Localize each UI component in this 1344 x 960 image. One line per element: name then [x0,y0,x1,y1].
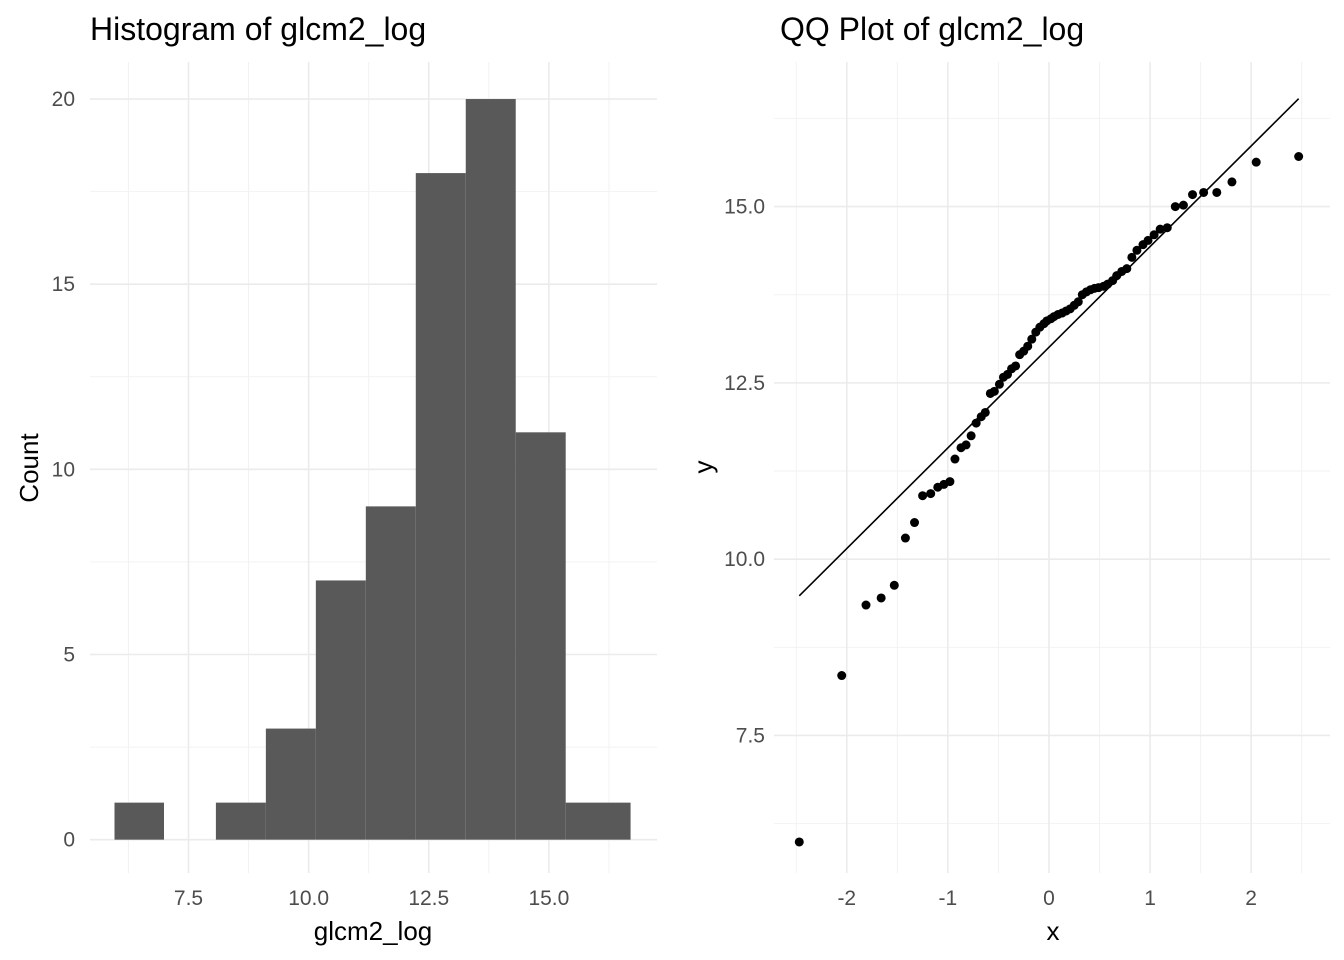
qq-point [1162,223,1172,233]
qq-x-tick-label: 0 [1043,887,1055,910]
histogram-y-axis-title: Count [14,433,44,503]
histogram-x-axis-title: glcm2_log [314,916,433,946]
qq-point [1122,264,1132,274]
qq-y-tick-label: 15.0 [724,196,765,219]
qq-point [794,837,804,847]
histogram-bar [465,99,516,840]
qq-y-tick-label: 12.5 [724,372,765,395]
histogram-y-tick-label: 10 [52,458,75,481]
qq-point [1011,361,1021,371]
qq-point [1227,177,1237,187]
qq-point [1170,202,1180,212]
histogram-x-tick-label: 7.5 [174,887,203,910]
qq-point [966,431,976,441]
qq-x-tick-label: -2 [837,887,856,910]
histogram-y-tick-label: 0 [63,829,75,852]
qq-point [910,518,920,528]
qq-point [1178,200,1188,210]
histogram-y-tick-label: 20 [52,88,75,111]
qq-point [971,418,981,428]
histogram-x-tick-label: 10.0 [288,887,329,910]
qq-point [989,386,999,396]
qq-point [980,407,990,417]
qq-y-axis-title: y [688,461,718,474]
qq-point [1188,190,1198,200]
qq-point [837,671,847,681]
histogram-bar [515,432,566,840]
qq-x-ticks: -2 -1 0 1 2 [837,887,1257,910]
histogram-y-ticks: 0 5 10 15 20 [52,88,75,852]
qq-point [950,454,960,464]
histogram-title: Histogram of glcm2_log [90,11,426,47]
histogram-bar [215,802,266,840]
qq-y-tick-label: 10.0 [724,548,765,571]
qq-point [1027,334,1037,344]
qq-x-tick-label: 1 [1144,887,1156,910]
qq-x-tick-label: -1 [939,887,958,910]
qq-point [1023,341,1033,351]
histogram-bar [315,580,366,840]
qq-point [1251,157,1261,167]
qq-points [794,151,1304,847]
qq-point [1199,187,1209,197]
qq-reference-line [798,98,1300,597]
qq-point [961,440,971,450]
histogram-bar [565,802,631,840]
histogram-x-ticks: 7.5 10.0 12.5 15.0 [174,887,569,910]
qq-point [918,491,928,501]
histogram-bar [265,728,316,840]
qq-point [1155,224,1165,234]
qq-panel: QQ Plot of glcm2_log -2 -1 0 1 2 7.5 10.0 12.5… [688,11,1330,946]
histogram-bar [114,802,164,840]
qq-x-axis-title: x [1047,916,1060,946]
qq-y-tick-label: 7.5 [736,724,765,747]
qq-point [1294,151,1304,161]
qq-point [889,580,899,590]
qq-point [876,593,886,603]
histogram-y-tick-label: 15 [52,273,75,296]
qq-point [1212,187,1222,197]
qq-y-ticks: 7.5 10.0 12.5 15.0 [724,196,765,748]
qq-title: QQ Plot of glcm2_log [780,11,1084,47]
qq-point [861,600,871,610]
histogram-bar [365,506,416,840]
histogram-x-tick-label: 12.5 [408,887,449,910]
qq-point [900,533,910,543]
qq-point [1073,297,1083,307]
qq-point [1132,245,1142,255]
qq-point [1127,252,1137,262]
qq-point [926,489,936,499]
qq-point [1149,230,1159,240]
histogram-y-tick-label: 5 [63,644,75,667]
qq-point [1143,235,1153,245]
histogram-panel: Histogram of glcm2_log 7.5 10.0 12.5 15.0 0… [14,11,657,946]
qq-point [945,477,955,487]
qq-x-tick-label: 2 [1245,887,1257,910]
qq-point [994,379,1004,389]
histogram-x-tick-label: 15.0 [528,887,569,910]
qq-grid [774,62,1330,873]
histogram-bar [415,173,466,840]
histogram-bars [114,99,631,840]
